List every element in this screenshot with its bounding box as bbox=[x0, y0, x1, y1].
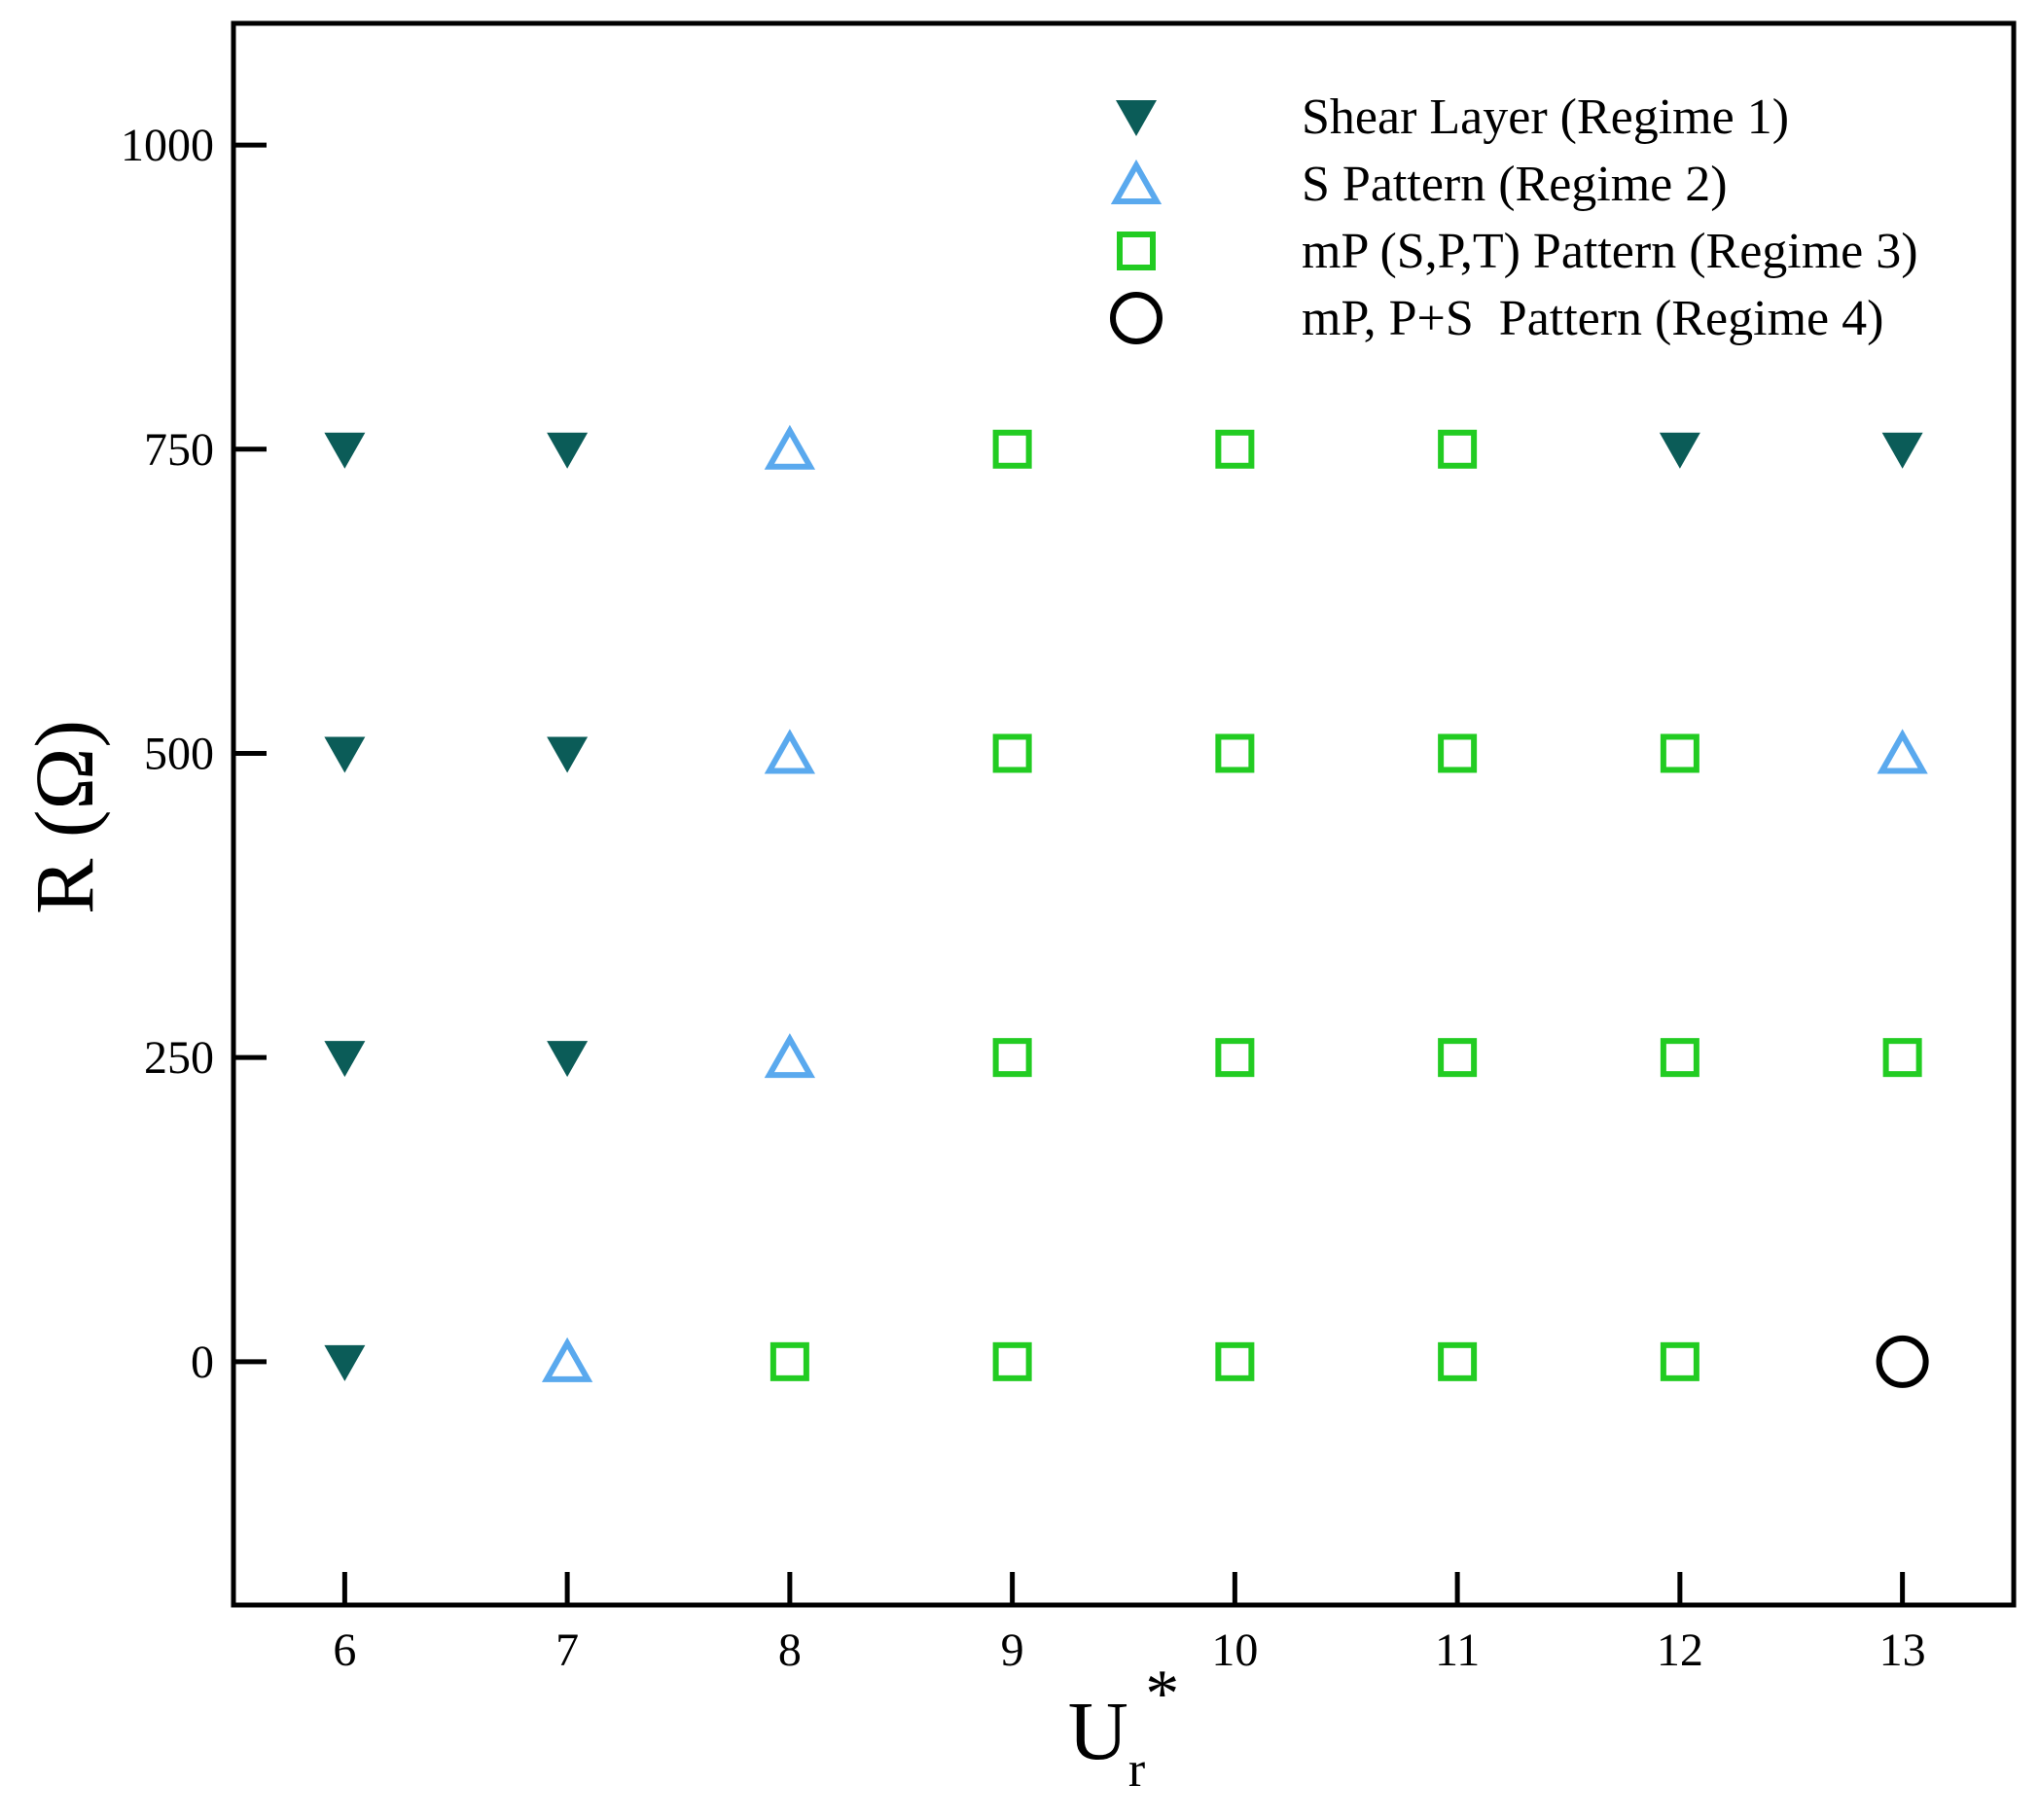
data-point-series-1 bbox=[547, 432, 589, 469]
x-axis-label-subscript: r bbox=[1128, 1742, 1145, 1798]
legend-label-1: Shear Layer (Regime 1) bbox=[1302, 89, 1789, 145]
x-tick-label: 6 bbox=[333, 1624, 356, 1676]
data-point-series-1 bbox=[324, 736, 366, 773]
y-tick-label: 500 bbox=[144, 728, 214, 779]
legend-label-3: mP (S,P,T) Pattern (Regime 3) bbox=[1302, 224, 1918, 279]
data-point-series-3 bbox=[1215, 1341, 1255, 1381]
data-point-series-3 bbox=[992, 429, 1032, 469]
data-point-series-2 bbox=[541, 1337, 593, 1382]
x-axis: 6 7 8 9 10 11 12 13 bbox=[333, 1572, 1926, 1676]
data-point-series-1 bbox=[324, 432, 366, 469]
data-point-series-3 bbox=[1438, 733, 1478, 773]
legend-symbol-4 bbox=[1110, 292, 1163, 344]
data-point-series-3 bbox=[1660, 1341, 1699, 1381]
data-point-series-3 bbox=[1438, 1038, 1478, 1078]
data-point-series-3 bbox=[1660, 733, 1699, 773]
data-point-series-2 bbox=[764, 1033, 816, 1079]
data-point-series-2 bbox=[764, 424, 816, 470]
legend-label-4: mP, P+S Pattern (Regime 4) bbox=[1302, 291, 1883, 346]
data-point-series-3 bbox=[1882, 1038, 1922, 1078]
x-axis-label-main: U bbox=[1068, 1684, 1128, 1777]
data-point-series-3 bbox=[1215, 1038, 1255, 1078]
data-markers bbox=[324, 424, 1929, 1388]
data-point-series-3 bbox=[992, 733, 1032, 773]
data-point-series-2 bbox=[764, 729, 816, 774]
y-axis: 0 250 500 750 1000 bbox=[121, 120, 267, 1388]
x-tick-label: 11 bbox=[1435, 1624, 1480, 1676]
x-tick-label: 7 bbox=[555, 1624, 579, 1676]
y-tick-label: 1000 bbox=[121, 120, 214, 171]
data-point-series-1 bbox=[1659, 432, 1700, 469]
x-tick-label: 12 bbox=[1657, 1624, 1703, 1676]
legend-symbol-2 bbox=[1110, 159, 1163, 204]
legend-symbol-3 bbox=[1117, 232, 1156, 270]
data-point-series-3 bbox=[1215, 733, 1255, 773]
plot-frame bbox=[231, 20, 2017, 1608]
data-point-series-3 bbox=[1438, 429, 1478, 469]
legend: Shear Layer (Regime 1) S Pattern (Regime … bbox=[1110, 89, 1918, 346]
data-point-series-3 bbox=[992, 1038, 1032, 1078]
data-point-series-3 bbox=[1660, 1038, 1699, 1078]
data-point-series-1 bbox=[1881, 432, 1923, 469]
legend-label-2: S Pattern (Regime 2) bbox=[1302, 157, 1728, 212]
data-point-series-2 bbox=[1877, 729, 1928, 774]
y-tick-label: 0 bbox=[191, 1337, 214, 1388]
x-tick-label: 8 bbox=[778, 1624, 802, 1676]
data-point-series-3 bbox=[992, 1341, 1032, 1381]
legend-symbol-1 bbox=[1116, 100, 1157, 136]
y-tick-label: 250 bbox=[144, 1032, 214, 1084]
y-axis-label: R (Ω) bbox=[18, 720, 111, 914]
data-point-series-3 bbox=[1215, 429, 1255, 469]
data-point-series-1 bbox=[324, 1041, 366, 1078]
data-point-series-1 bbox=[547, 1041, 589, 1078]
data-point-series-1 bbox=[547, 736, 589, 773]
x-axis-label: Ur* bbox=[1068, 1657, 1179, 1798]
data-point-series-1 bbox=[324, 1344, 366, 1381]
x-tick-label: 9 bbox=[1001, 1624, 1024, 1676]
data-point-series-3 bbox=[1438, 1341, 1478, 1381]
x-axis-label-superscript: * bbox=[1145, 1657, 1179, 1731]
y-tick-label: 750 bbox=[144, 424, 214, 476]
x-tick-label: 13 bbox=[1879, 1624, 1926, 1676]
data-point-series-3 bbox=[769, 1341, 809, 1381]
data-point-series-4 bbox=[1876, 1335, 1929, 1388]
x-tick-label: 10 bbox=[1211, 1624, 1258, 1676]
